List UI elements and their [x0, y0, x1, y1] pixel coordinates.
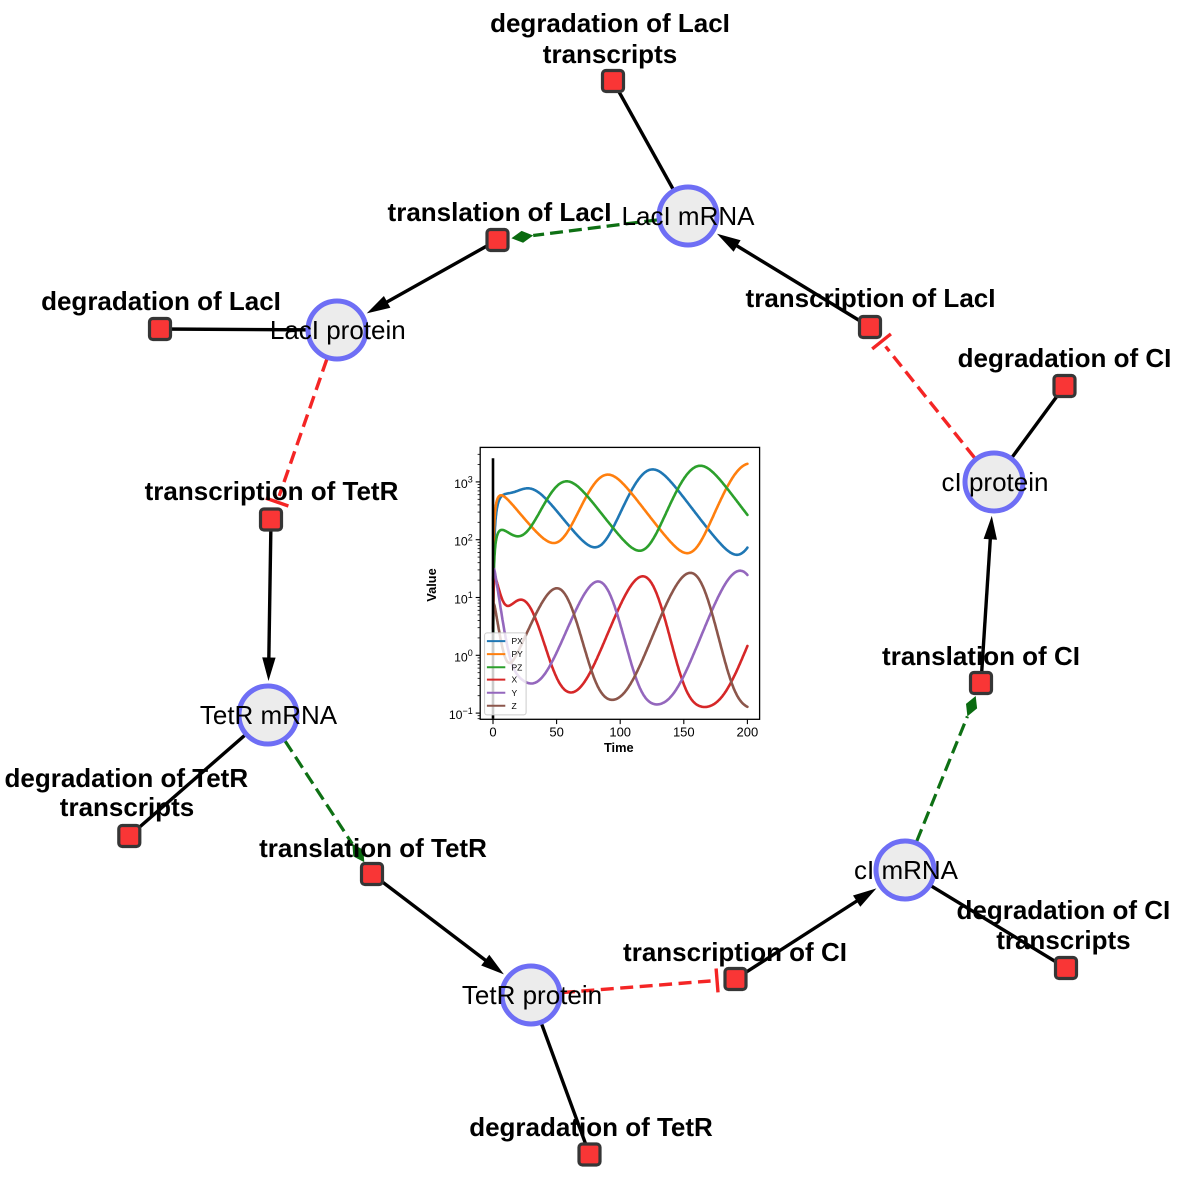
- svg-text:10−1: 10−1: [449, 706, 473, 722]
- svg-text:200: 200: [737, 725, 759, 740]
- svg-text:Value: Value: [424, 568, 439, 601]
- svg-text:102: 102: [454, 532, 473, 548]
- svg-text:X: X: [512, 675, 518, 685]
- svg-text:100: 100: [609, 725, 631, 740]
- svg-text:PZ: PZ: [512, 662, 523, 672]
- svg-text:Time: Time: [604, 740, 634, 755]
- svg-text:Z: Z: [512, 701, 517, 711]
- svg-text:50: 50: [549, 725, 563, 740]
- svg-text:103: 103: [454, 475, 473, 491]
- svg-text:0: 0: [489, 725, 496, 740]
- svg-text:PX: PX: [512, 636, 524, 646]
- svg-text:150: 150: [673, 725, 695, 740]
- svg-text:Y: Y: [512, 688, 518, 698]
- svg-text:100: 100: [454, 648, 473, 664]
- svg-text:PY: PY: [512, 649, 524, 659]
- svg-text:101: 101: [454, 590, 473, 606]
